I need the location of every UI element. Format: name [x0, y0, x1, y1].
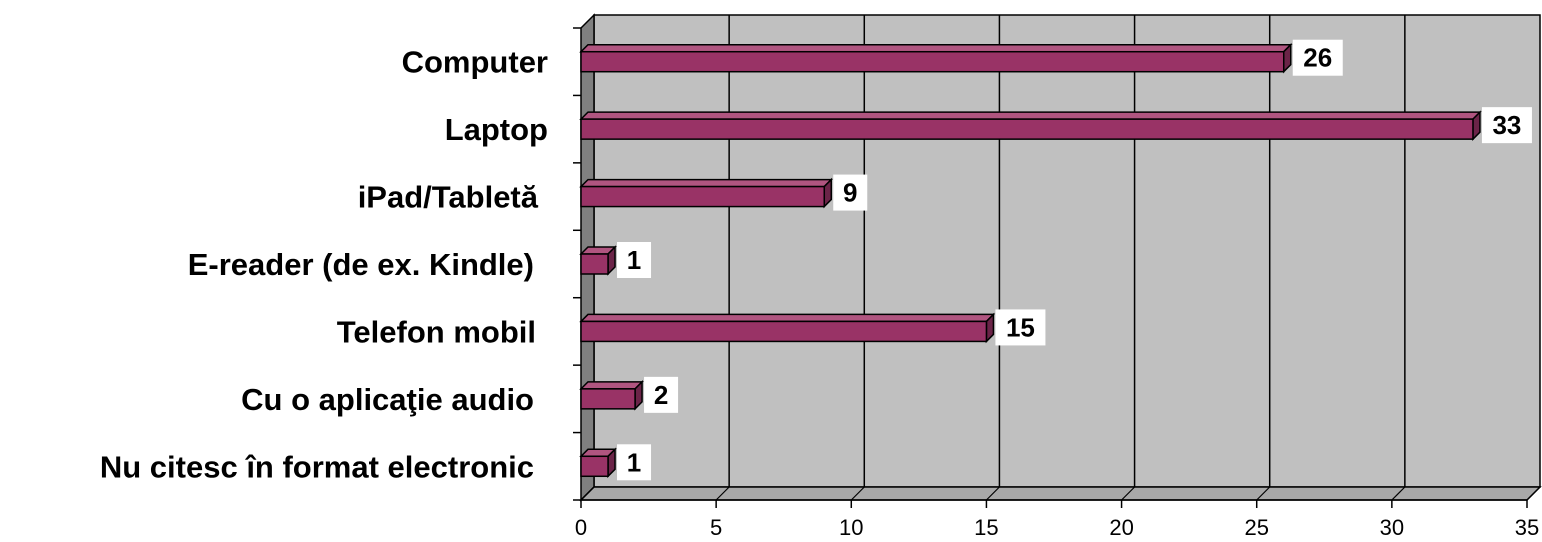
floor-gridline [1391, 486, 1406, 501]
category-label: iPad/Tabletă [358, 180, 539, 215]
bar [579, 42, 1293, 74]
bar [579, 447, 617, 479]
floor-gridline [1256, 486, 1271, 501]
bar [579, 245, 617, 276]
x-tick-label: 10 [839, 515, 863, 540]
gridlines [580, 15, 1541, 501]
floor-gridline [715, 486, 730, 501]
bar-front-face [580, 388, 636, 410]
bar-front-face [580, 320, 988, 343]
data-label: 15 [1006, 312, 1035, 342]
x-tick-label: 0 [575, 515, 587, 540]
category-label: E-reader (de ex. Kindle) [188, 247, 534, 282]
x-tick-label: 15 [974, 515, 998, 540]
category-label: Cu o aplicaţie audio [241, 382, 534, 417]
data-label-box [995, 309, 1046, 346]
category-label: Telefon mobil [337, 314, 536, 349]
x-tick-label: 5 [710, 515, 722, 540]
data-label: 1 [627, 245, 641, 275]
x-tick-label: 25 [1244, 515, 1268, 540]
bar [579, 110, 1482, 141]
floor-gridline [580, 486, 595, 501]
data-label-box [617, 242, 652, 278]
category-label: Nu citesc în format electronic [100, 449, 534, 484]
labels: 26 Computer 33 Laptop 9 iPad/Tabletă 1 E-reader… [100, 39, 1532, 484]
data-label: 2 [654, 380, 668, 410]
plot-back-wall [593, 14, 1541, 488]
data-label: 33 [1492, 110, 1521, 140]
bar-front-face [580, 118, 1474, 140]
category-label: Computer [402, 45, 548, 80]
floor-gridline [1526, 486, 1541, 501]
data-label: 1 [627, 447, 641, 477]
data-label-box [833, 174, 868, 211]
plot-floor [579, 486, 1542, 501]
bar-front-face [580, 253, 609, 275]
x-tick-label: 30 [1380, 515, 1404, 540]
data-label: 9 [843, 178, 857, 208]
bar-front-face [580, 50, 1285, 73]
data-label-box [1292, 39, 1343, 76]
x-tick-label: 35 [1515, 515, 1539, 540]
data-label-box [617, 444, 652, 481]
category-label: Laptop [445, 112, 548, 147]
bars [579, 42, 1482, 479]
x-tick-label: 20 [1109, 515, 1133, 540]
bar-top-face [579, 111, 1482, 120]
bar-front-face [580, 185, 826, 208]
bar-front-face [580, 455, 609, 478]
axes: 0 5 10 15 20 25 30 35 [573, 27, 1539, 540]
bar-top-face [579, 313, 996, 323]
data-label-box [644, 376, 679, 413]
floor-gridline [1121, 486, 1135, 501]
bar-top-face [579, 178, 834, 188]
bar [579, 380, 644, 411]
bar-top-face [579, 43, 1293, 53]
floor-gridline [850, 486, 865, 501]
plot-walls [579, 13, 1542, 502]
bar [579, 312, 996, 344]
bar [579, 177, 834, 209]
floor-gridline [986, 486, 1000, 501]
bar-top-face [579, 381, 644, 390]
data-label-box [1481, 107, 1532, 144]
data-label: 26 [1303, 43, 1332, 73]
